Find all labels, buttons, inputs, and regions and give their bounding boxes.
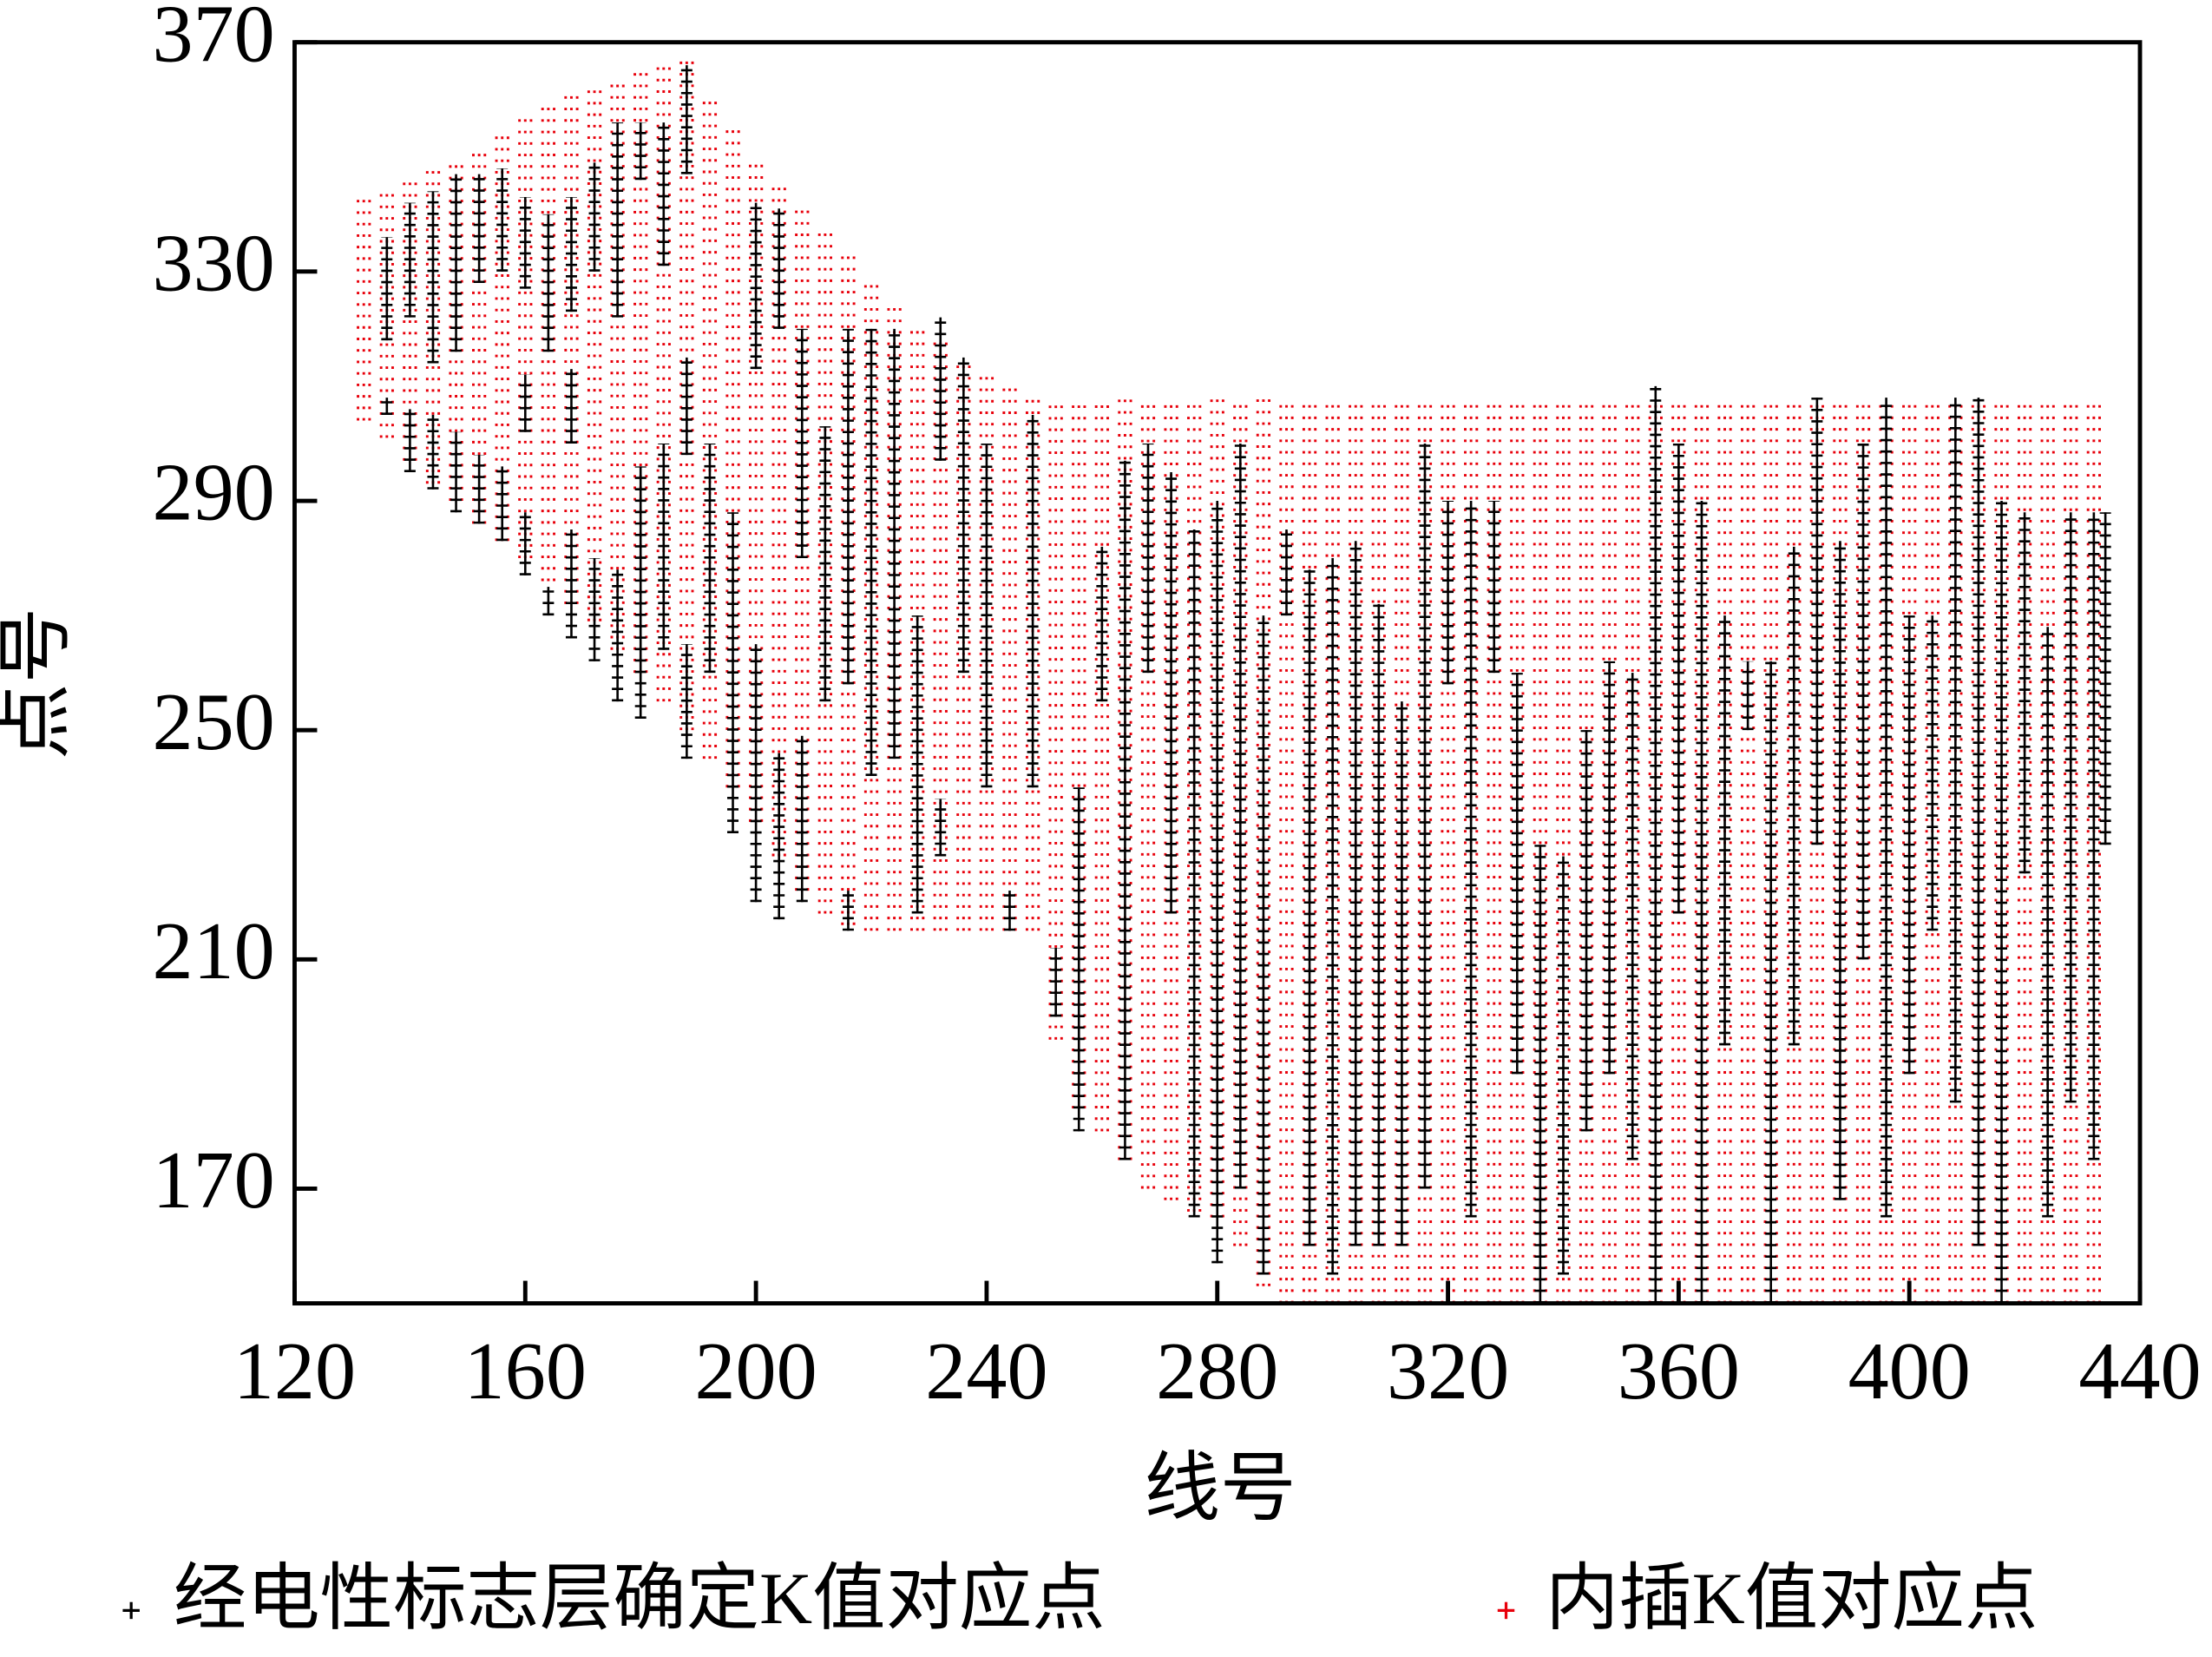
interpolated-point-column	[1002, 380, 1017, 931]
x-tick-label: 240	[925, 1326, 1047, 1417]
interpolated-point-column	[979, 369, 994, 931]
x-tick-label: 360	[1618, 1326, 1740, 1417]
interpolated-point-column	[518, 116, 533, 559]
x-tick-label: 200	[695, 1326, 817, 1417]
x-tick-label: 280	[1156, 1326, 1278, 1417]
interpolated-point-column	[2017, 398, 2032, 1304]
interpolated-point-column	[1487, 398, 1501, 1304]
interpolated-point-column	[1671, 398, 1686, 1304]
y-tick-label: 250	[153, 677, 275, 767]
interpolated-point-column	[1510, 398, 1525, 1304]
interpolated-point-column	[1855, 398, 1871, 1304]
plot-marks	[357, 53, 2111, 1304]
interpolated-point-column	[1279, 398, 1294, 1304]
interpolated-point-column	[564, 94, 579, 604]
x-tick-label: 400	[1848, 1326, 1971, 1417]
interpolated-point-column	[2064, 398, 2078, 1304]
y-tick-label: 290	[153, 448, 275, 538]
interpolated-point-column	[771, 185, 786, 857]
interpolated-point-column	[910, 323, 925, 931]
x-tick-label: 160	[464, 1326, 587, 1417]
x-tick-label: 320	[1387, 1326, 1509, 1417]
x-axis-label: 线号	[1144, 1446, 1296, 1530]
y-tick-label: 330	[153, 218, 275, 308]
interpolated-point-column	[1579, 398, 1594, 1304]
y-tick-label: 370	[153, 0, 275, 79]
x-tick-label: 120	[233, 1326, 356, 1417]
interpolated-point-column	[1948, 398, 1963, 1304]
interpolated-point-column	[1740, 398, 1756, 1304]
interpolated-point-column	[1441, 398, 1455, 1304]
interpolated-point-column	[357, 197, 371, 421]
interpolated-point-column	[1048, 398, 1063, 1040]
legend: 经电性标志层确定K值对应点 内插K值对应点	[122, 1559, 2038, 1640]
interpolated-point-column	[1717, 398, 1732, 1304]
y-tick-label: 170	[153, 1135, 275, 1226]
interpolated-point-column	[1094, 398, 1109, 1132]
x-tick-label: 440	[2078, 1326, 2201, 1417]
interpolated-point-column	[1925, 398, 1940, 1304]
interpolated-point-column	[1902, 398, 1917, 1304]
y-axis-label: 点号	[0, 608, 78, 759]
interpolated-point-column	[1787, 398, 1802, 1304]
legend-label: 经电性标志层确定K值对应点	[174, 1559, 1106, 1640]
y-tick-label: 210	[153, 906, 275, 996]
interpolated-point-column	[1602, 398, 1617, 1304]
legend-label: 内插K值对应点	[1546, 1559, 2038, 1640]
interpolated-point-column	[1809, 398, 1824, 1304]
